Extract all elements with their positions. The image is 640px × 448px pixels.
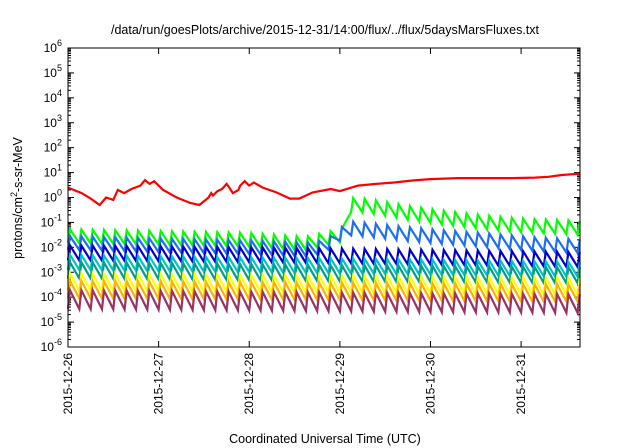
x-tick-label: 2015-12-27 — [152, 353, 166, 415]
series-lines — [66, 172, 581, 317]
series-line-1 — [67, 172, 581, 207]
series-line-6 — [66, 258, 581, 287]
y-tick-label: 105 — [44, 63, 62, 80]
y-tick-label: 10-3 — [41, 262, 62, 279]
x-tick-label: 2015-12-31 — [514, 353, 528, 415]
y-tick-label: 10-2 — [41, 237, 62, 254]
y-tick-label: 101 — [44, 163, 62, 180]
x-tick-label: 2015-12-30 — [423, 353, 437, 415]
series-line-5 — [66, 251, 581, 281]
y-tick-label: 102 — [44, 138, 62, 155]
y-tick-label: 10-1 — [41, 212, 62, 229]
x-axis-ticks: 2015-12-26 2015-12-27 2015-12-28 2015-12-29… — [61, 48, 528, 414]
x-axis-label: Coordinated Universal Time (UTC) — [229, 432, 421, 446]
y-tick-label: 104 — [44, 88, 62, 105]
series-line-4 — [66, 242, 581, 271]
y-axis-label: protons/cm2-s-sr-MeV — [9, 136, 25, 258]
y-tick-label: 10-4 — [41, 287, 62, 304]
series-line-8 — [66, 277, 581, 306]
series-line-9 — [66, 286, 581, 317]
y-tick-label: 10-5 — [41, 312, 62, 329]
x-tick-label: 2015-12-28 — [242, 353, 256, 415]
series-line-2 — [66, 195, 581, 253]
y-tick-label: 10-6 — [41, 337, 62, 354]
y-tick-label: 103 — [44, 113, 62, 130]
y-tick-label: 106 — [44, 38, 62, 55]
y-tick-label: 100 — [44, 188, 62, 205]
series-line-3 — [66, 218, 581, 260]
x-tick-label: 2015-12-26 — [61, 353, 75, 415]
series-line-7 — [66, 269, 581, 299]
chart-title: /data/run/goesPlots/archive/2015-12-31/1… — [111, 23, 540, 37]
plot-frame — [67, 47, 581, 348]
x-tick-label: 2015-12-29 — [333, 353, 347, 415]
